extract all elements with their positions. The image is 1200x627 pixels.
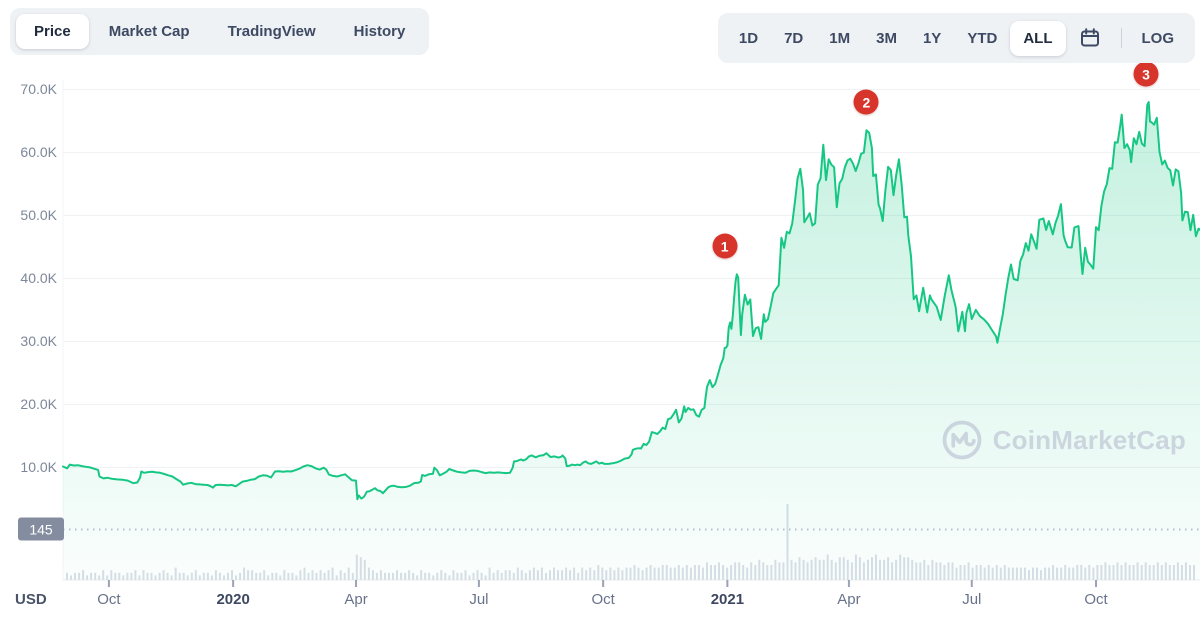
event-marker-2: 2 — [853, 89, 879, 115]
tab-market-cap[interactable]: Market Cap — [91, 14, 208, 49]
x-axis-label: Jul — [962, 591, 982, 608]
range-switcher: 1D 7D 1M 3M 1Y YTD ALL LOG — [717, 13, 1195, 63]
currency-label: USD — [15, 591, 47, 608]
y-axis-label: 10.0K — [20, 459, 57, 476]
range-1m[interactable]: 1M — [816, 21, 863, 56]
x-axis-label: Oct — [1084, 591, 1108, 608]
calendar-button[interactable] — [1066, 17, 1114, 59]
y-axis-label: 20.0K — [20, 396, 57, 413]
tab-tradingview[interactable]: TradingView — [210, 14, 334, 49]
range-1y[interactable]: 1Y — [910, 21, 954, 56]
toolbar-divider — [1120, 28, 1122, 48]
x-axis-label: Apr — [344, 591, 368, 608]
x-axis-label: Oct — [97, 591, 121, 608]
event-marker-1: 1 — [712, 233, 738, 259]
range-ytd[interactable]: YTD — [954, 21, 1010, 56]
x-axis-label: 2021 — [710, 591, 745, 608]
x-axis-label: Jul — [469, 591, 489, 608]
range-7d[interactable]: 7D — [771, 21, 816, 56]
calendar-icon — [1080, 28, 1099, 47]
y-axis-label: 50.0K — [20, 207, 57, 224]
view-switcher: Price Market Cap TradingView History — [10, 8, 430, 55]
price-area — [63, 102, 1200, 580]
event-marker-3: 3 — [1133, 61, 1159, 87]
price-line — [62, 101, 1200, 501]
y-axis-label: 40.0K — [20, 270, 57, 287]
x-axis-label: Oct — [591, 591, 615, 608]
y-axis-label: 60.0K — [20, 144, 57, 161]
x-axis-label: Apr — [837, 591, 861, 608]
range-all[interactable]: ALL — [1010, 20, 1066, 56]
range-1d[interactable]: 1D — [726, 21, 771, 56]
x-axis-label: 2020 — [216, 591, 250, 608]
tab-history[interactable]: History — [336, 14, 424, 49]
min-price-badge: 145 — [18, 517, 64, 541]
log-scale-toggle[interactable]: LOG — [1129, 21, 1188, 56]
tab-price[interactable]: Price — [16, 14, 89, 49]
range-3m[interactable]: 3M — [863, 21, 910, 56]
y-axis-label: 70.0K — [20, 81, 57, 98]
y-axis-label: 30.0K — [20, 333, 57, 350]
